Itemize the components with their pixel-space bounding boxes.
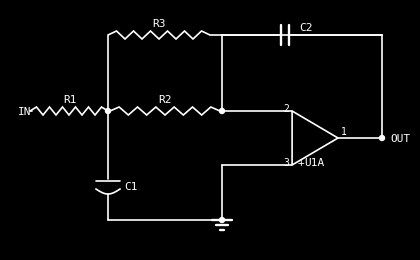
Text: R1: R1 — [63, 95, 77, 105]
Text: C1: C1 — [124, 182, 137, 192]
Text: +: + — [298, 158, 304, 168]
Circle shape — [220, 218, 225, 223]
Text: OUT: OUT — [391, 134, 411, 144]
Circle shape — [380, 135, 384, 140]
Text: IN: IN — [18, 107, 32, 117]
Text: 2: 2 — [283, 104, 289, 114]
Text: R2: R2 — [158, 95, 172, 105]
Text: C2: C2 — [299, 23, 312, 33]
Text: 1: 1 — [341, 127, 347, 137]
Text: U1A: U1A — [304, 158, 324, 168]
Circle shape — [105, 108, 110, 114]
Text: R3: R3 — [152, 19, 166, 29]
Circle shape — [220, 108, 225, 114]
Text: 3: 3 — [283, 158, 289, 168]
